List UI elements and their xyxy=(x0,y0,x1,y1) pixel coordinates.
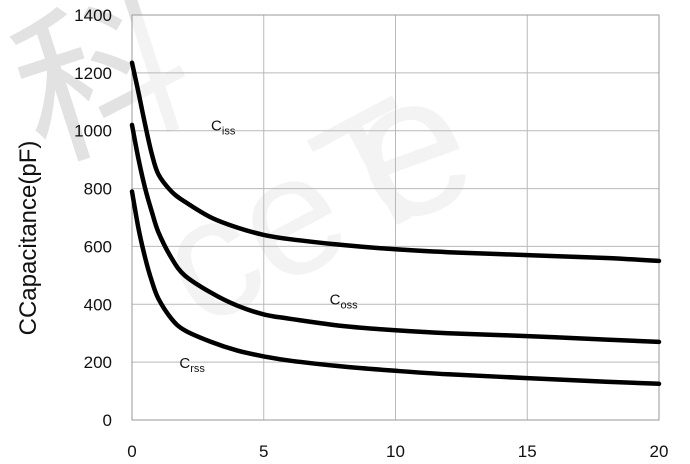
x-tick-label: 5 xyxy=(259,442,268,461)
series-line-ciss xyxy=(129,60,662,264)
y-tick-label: 400 xyxy=(84,295,112,314)
x-tick-label: 15 xyxy=(518,442,537,461)
y-tick-label: 0 xyxy=(103,411,112,430)
y-axis-label: CCapacitance(pF) xyxy=(15,141,42,336)
y-tick-label: 1200 xyxy=(74,64,112,83)
series-label-coss: Coss xyxy=(330,291,358,311)
plot-frame xyxy=(131,14,660,421)
y-tick-label: 600 xyxy=(84,237,112,256)
y-tick-label: 1400 xyxy=(74,6,112,25)
series-line-crss xyxy=(129,189,662,387)
series-label-ciss: Ciss xyxy=(211,118,236,138)
y-tick-label: 1000 xyxy=(74,122,112,141)
x-tick-label: 20 xyxy=(650,442,669,461)
y-tick-label: 200 xyxy=(84,353,112,372)
series-line-coss xyxy=(129,122,662,345)
plot-area: 0 200 400 600 800 1000 1200 1400 0 5 10 15 20 Ciss Cos… xyxy=(74,6,668,461)
series-label-crss: Crss xyxy=(179,355,205,375)
x-tick-label: 10 xyxy=(386,442,405,461)
y-tick-label: 800 xyxy=(84,180,112,199)
x-tick-label: 0 xyxy=(127,442,136,461)
